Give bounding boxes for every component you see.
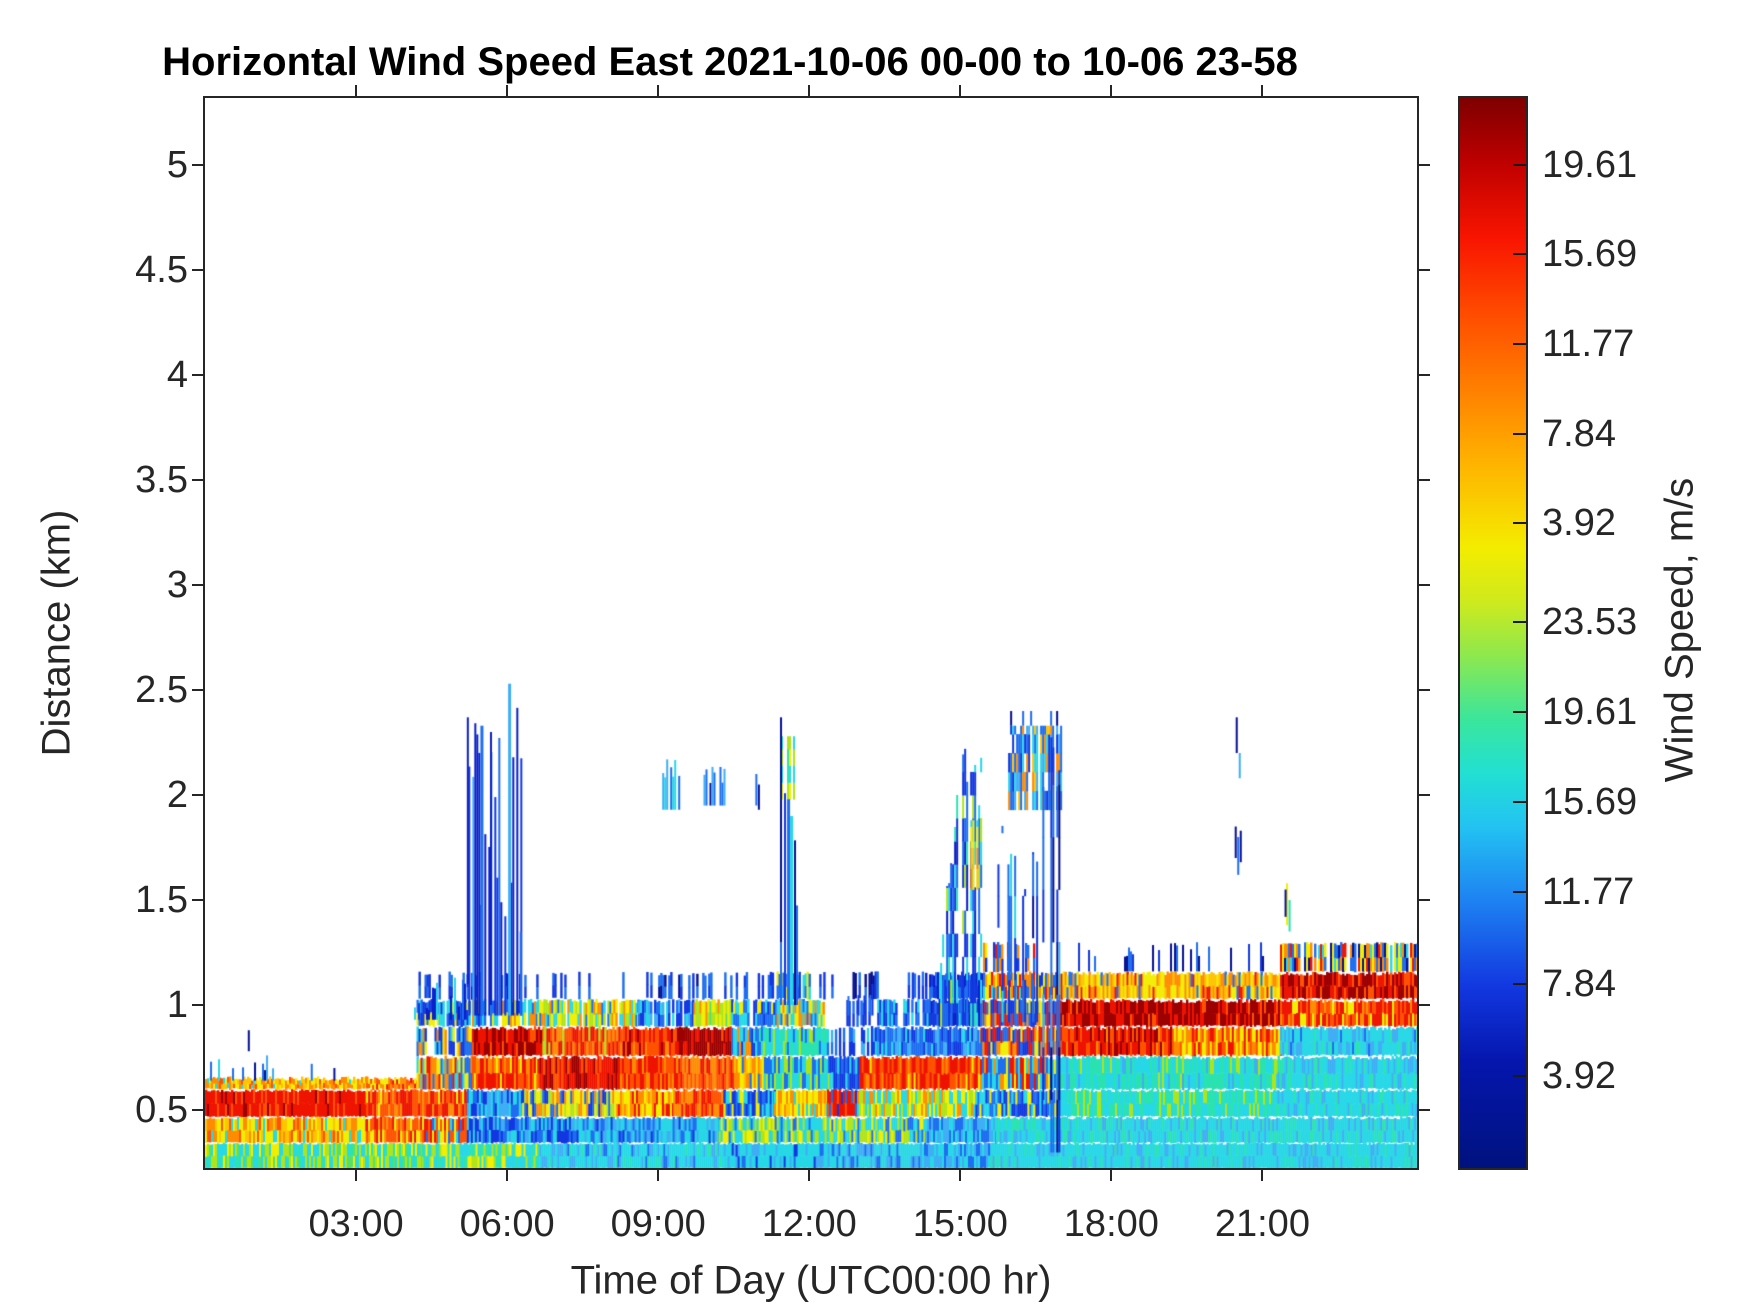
chart-title: Horizontal Wind Speed East 2021-10-06 00…: [162, 40, 1298, 84]
x-tick-label: 18:00: [1063, 1203, 1159, 1245]
y-tick-mark-right: [1419, 1004, 1430, 1007]
y-tick-mark-left: [192, 268, 203, 271]
y-tick-mark-right: [1419, 584, 1430, 586]
x-tick-mark-bottom: [808, 1170, 811, 1181]
y-tick-mark-left: [192, 1004, 203, 1007]
x-tick-mark-bottom: [1110, 1170, 1113, 1181]
colorbar-tick-label: 11.77: [1542, 323, 1635, 366]
colorbar-tick-label: 7.84: [1542, 412, 1616, 455]
x-tick-mark-top: [355, 85, 358, 96]
x-tick-mark-top: [959, 85, 962, 96]
colorbar-tick-label: 15.69: [1542, 233, 1638, 276]
colorbar-tick-mark: [1513, 343, 1526, 346]
x-tick-label: 12:00: [761, 1203, 857, 1245]
y-tick-mark-right: [1419, 899, 1430, 902]
x-tick-label: 21:00: [1214, 1203, 1310, 1245]
x-tick-mark-top: [1110, 85, 1113, 96]
y-tick-mark-left: [192, 899, 203, 902]
y-tick-mark-right: [1419, 268, 1430, 271]
y-tick-mark-left: [192, 584, 203, 586]
y-tick-mark-left: [192, 479, 203, 481]
y-tick-label: 1: [166, 984, 188, 1027]
y-tick-mark-left: [192, 163, 203, 166]
y-tick-label: 3: [166, 564, 188, 606]
y-tick-mark-left: [192, 689, 203, 692]
colorbar-tick-label: 7.84: [1542, 962, 1616, 1005]
x-tick-label: 03:00: [308, 1203, 404, 1245]
colorbar-tick-mark: [1513, 1075, 1526, 1078]
colorbar-tick-label: 3.92: [1542, 1055, 1616, 1098]
y-tick-mark-left: [192, 374, 203, 376]
colorbar-tick-mark: [1513, 710, 1526, 713]
colorbar-tick-mark: [1513, 432, 1526, 435]
colorbar-tick-label: 15.69: [1542, 781, 1638, 824]
colorbar-tick-label: 23.53: [1542, 601, 1638, 644]
colorbar-tick-mark: [1513, 163, 1526, 166]
heatmap-canvas: [205, 98, 1417, 1168]
y-tick-mark-right: [1419, 1109, 1430, 1112]
colorbar-tick-mark: [1513, 253, 1526, 256]
x-tick-mark-bottom: [657, 1170, 660, 1181]
x-tick-mark-top: [506, 85, 509, 96]
colorbar-tick-label: 3.92: [1542, 502, 1616, 545]
y-tick-label: 2: [166, 774, 188, 817]
colorbar-tick-mark: [1513, 982, 1526, 985]
x-tick-mark-bottom: [506, 1170, 509, 1181]
y-tick-label: 4.5: [135, 248, 188, 291]
x-tick-label: 06:00: [459, 1203, 555, 1245]
y-tick-label: 3.5: [135, 459, 188, 501]
colorbar-tick-mark: [1513, 621, 1526, 624]
y-tick-mark-left: [192, 794, 203, 797]
x-tick-mark-bottom: [355, 1170, 358, 1181]
y-tick-mark-right: [1419, 794, 1430, 797]
y-axis-label: Distance (km): [34, 509, 79, 757]
y-tick-mark-right: [1419, 163, 1430, 166]
x-tick-label: 09:00: [610, 1203, 706, 1245]
x-axis-label: Time of Day (UTC00:00 hr): [570, 1258, 1052, 1303]
colorbar-tick-label: 19.61: [1542, 143, 1638, 186]
x-tick-mark-bottom: [959, 1170, 962, 1181]
y-tick-mark-left: [192, 1109, 203, 1112]
x-tick-mark-top: [657, 85, 660, 96]
y-tick-label: 4: [166, 354, 188, 396]
colorbar-tick-label: 19.61: [1542, 690, 1638, 733]
colorbar-tick-label: 11.77: [1542, 871, 1635, 914]
x-tick-label: 15:00: [912, 1203, 1008, 1245]
x-tick-mark-bottom: [1261, 1170, 1264, 1181]
y-tick-mark-right: [1419, 689, 1430, 692]
x-tick-mark-top: [1261, 85, 1264, 96]
x-tick-mark-top: [808, 85, 811, 96]
colorbar-tick-mark: [1513, 801, 1526, 804]
y-tick-label: 0.5: [135, 1089, 188, 1132]
y-tick-mark-right: [1419, 374, 1430, 376]
colorbar-tick-mark: [1513, 891, 1526, 894]
y-tick-label: 2.5: [135, 669, 188, 712]
y-tick-label: 1.5: [135, 879, 188, 922]
y-tick-mark-right: [1419, 479, 1430, 481]
y-tick-label: 5: [166, 143, 188, 186]
colorbar: [1458, 96, 1528, 1170]
colorbar-tick-mark: [1513, 522, 1526, 525]
